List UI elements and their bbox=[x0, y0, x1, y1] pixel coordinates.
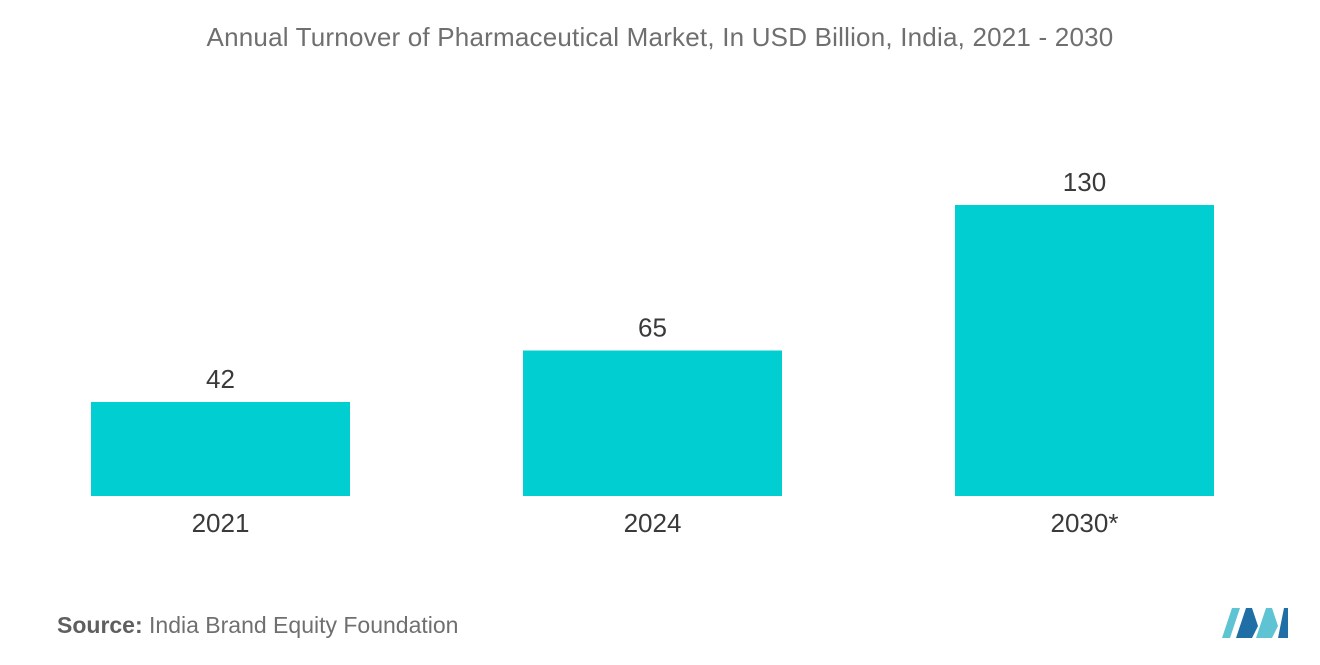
source-note: Source: India Brand Equity Foundation bbox=[57, 612, 458, 639]
labels-layer: 42 2021 65 2024 130 2030* bbox=[192, 167, 1119, 538]
data-label: 130 bbox=[1063, 167, 1106, 197]
x-tick-label: 2030* bbox=[1051, 508, 1119, 538]
bar-2024 bbox=[523, 350, 782, 496]
bar-2030* bbox=[955, 205, 1214, 496]
logo-shape-left bbox=[1222, 608, 1240, 638]
x-tick-label: 2021 bbox=[192, 508, 250, 538]
chart-title: Annual Turnover of Pharmaceutical Market… bbox=[206, 22, 1114, 52]
source-text: India Brand Equity Foundation bbox=[149, 612, 459, 638]
bars-layer bbox=[91, 205, 1214, 496]
logo-shape-right bbox=[1278, 608, 1288, 638]
bar-chart: 42 2021 65 2024 130 2030* bbox=[91, 167, 1214, 538]
bar-2021 bbox=[91, 401, 350, 496]
x-tick-label: 2024 bbox=[624, 508, 682, 538]
data-label: 42 bbox=[206, 364, 235, 394]
logo-shape-mid-a bbox=[1236, 608, 1258, 638]
logo-shape-mid-b bbox=[1256, 608, 1278, 638]
data-label: 65 bbox=[638, 313, 667, 343]
brand-logo-icon bbox=[1222, 608, 1288, 638]
source-label: Source: bbox=[57, 612, 143, 638]
